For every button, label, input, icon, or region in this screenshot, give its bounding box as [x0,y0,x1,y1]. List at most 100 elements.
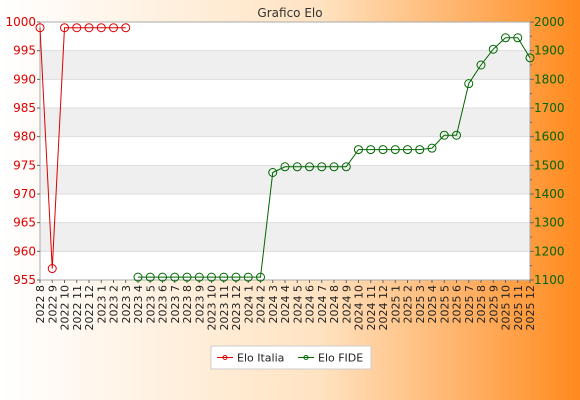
data-point [145,272,155,282]
x-tick-label: 2024 5 [291,285,304,324]
data-point [403,145,412,155]
y-left-tick-label: 970 [13,187,36,201]
data-point [513,33,523,43]
y-right-tick-label: 2000 [534,15,565,29]
data-point [72,23,82,33]
x-tick-label: 2023 8 [181,285,194,324]
y-right-tick-label: 1500 [534,158,565,172]
data-point [268,168,278,177]
data-point [170,272,180,282]
x-tick-label: 2023 6 [157,285,170,324]
data-point [256,272,265,282]
series-line [39,27,126,269]
data-point [84,23,94,33]
data-point [194,272,204,282]
data-point [280,162,290,172]
x-tick-label: 2022 9 [46,285,59,324]
data-point [47,264,57,274]
data-point [35,23,45,33]
x-tick-label: 2022 8 [34,285,47,324]
x-tick-label: 2025 9 [487,285,500,324]
x-tick-label: 2023 1 [95,285,108,324]
y-right-tick-label: 1600 [534,130,565,144]
y-right-tick-label: 1300 [534,216,565,230]
data-point [366,145,376,155]
data-point [427,143,437,153]
y-right-tick-label: 1100 [534,273,565,287]
data-point [121,23,131,33]
x-tick-label: 2024 6 [304,285,317,324]
legend-label: Elo Italia [237,352,284,365]
y-left-tick-label: 960 [13,244,36,258]
x-tick-label: 2023 7 [169,285,182,324]
x-tick-label: 2022 10 [59,285,72,331]
x-tick-label: 2022 11 [71,285,84,331]
x-tick-label: 2024 12 [377,285,390,331]
y-left-tick-label: 1000 [5,15,36,29]
x-tick-label: 2024 10 [353,285,366,331]
y-left-tick-label: 990 [13,72,36,86]
x-tick-label: 2025 5 [438,285,451,324]
data-point [390,145,400,155]
data-point [305,162,314,172]
data-point [158,272,167,282]
x-tick-label: 2024 8 [328,285,341,324]
x-tick-label: 2023 12 [230,285,243,331]
x-tick-label: 2023 5 [144,285,157,324]
data-point [525,53,535,63]
data-point [207,272,216,282]
x-tick-label: 2023 10 [206,285,219,331]
data-point [109,23,118,33]
data-point [292,162,302,172]
x-tick-label: 2025 11 [512,285,525,331]
data-point [476,60,486,70]
data-point [317,162,327,172]
data-point [464,79,474,89]
x-tick-label: 2024 4 [279,285,292,324]
data-point [133,272,143,282]
data-point [501,33,510,43]
legend-box [210,345,372,370]
x-tick-label: 2025 7 [463,285,476,324]
x-tick-label: 2024 3 [267,285,280,324]
x-tick-label: 2025 6 [451,285,464,324]
y-left-tick-label: 985 [13,101,36,115]
x-tick-label: 2022 12 [83,285,96,331]
x-tick-label: 2024 1 [242,285,255,324]
x-tick-label: 2023 4 [132,285,145,324]
y-right-tick-label: 1400 [534,187,565,201]
y-right-tick-label: 1700 [534,101,565,115]
grid-band [40,50,530,80]
grid-band [40,222,530,252]
chart-title: Grafico Elo [257,6,322,20]
data-point [378,145,388,155]
x-tick-label: 2023 11 [218,285,231,331]
x-tick-label: 2025 8 [475,285,488,324]
x-tick-label: 2025 1 [389,285,402,324]
data-point [231,272,241,282]
x-tick-label: 2024 7 [316,285,329,324]
x-tick-label: 2023 9 [193,285,206,324]
y-right-tick-label: 1900 [534,44,565,58]
y-left-tick-label: 965 [13,216,36,230]
x-tick-label: 2023 2 [108,285,121,324]
x-tick-label: 2025 4 [426,285,439,324]
y-left-tick-label: 955 [13,273,36,287]
y-left-tick-label: 975 [13,158,36,172]
x-tick-label: 2023 3 [120,285,133,324]
x-tick-label: 2025 12 [524,285,537,331]
data-point [96,23,106,33]
y-left-tick-label: 995 [13,44,36,58]
x-tick-label: 2024 2 [255,285,268,324]
y-right-tick-label: 1800 [534,72,565,86]
x-tick-label: 2025 3 [414,285,427,324]
data-point [341,162,351,172]
y-right-tick-label: 1200 [534,244,565,258]
y-left-tick-label: 980 [13,130,36,144]
legend-swatch-marker [303,355,309,360]
grid-band [40,108,530,137]
data-point [219,272,229,282]
x-tick-label: 2024 9 [340,285,353,324]
